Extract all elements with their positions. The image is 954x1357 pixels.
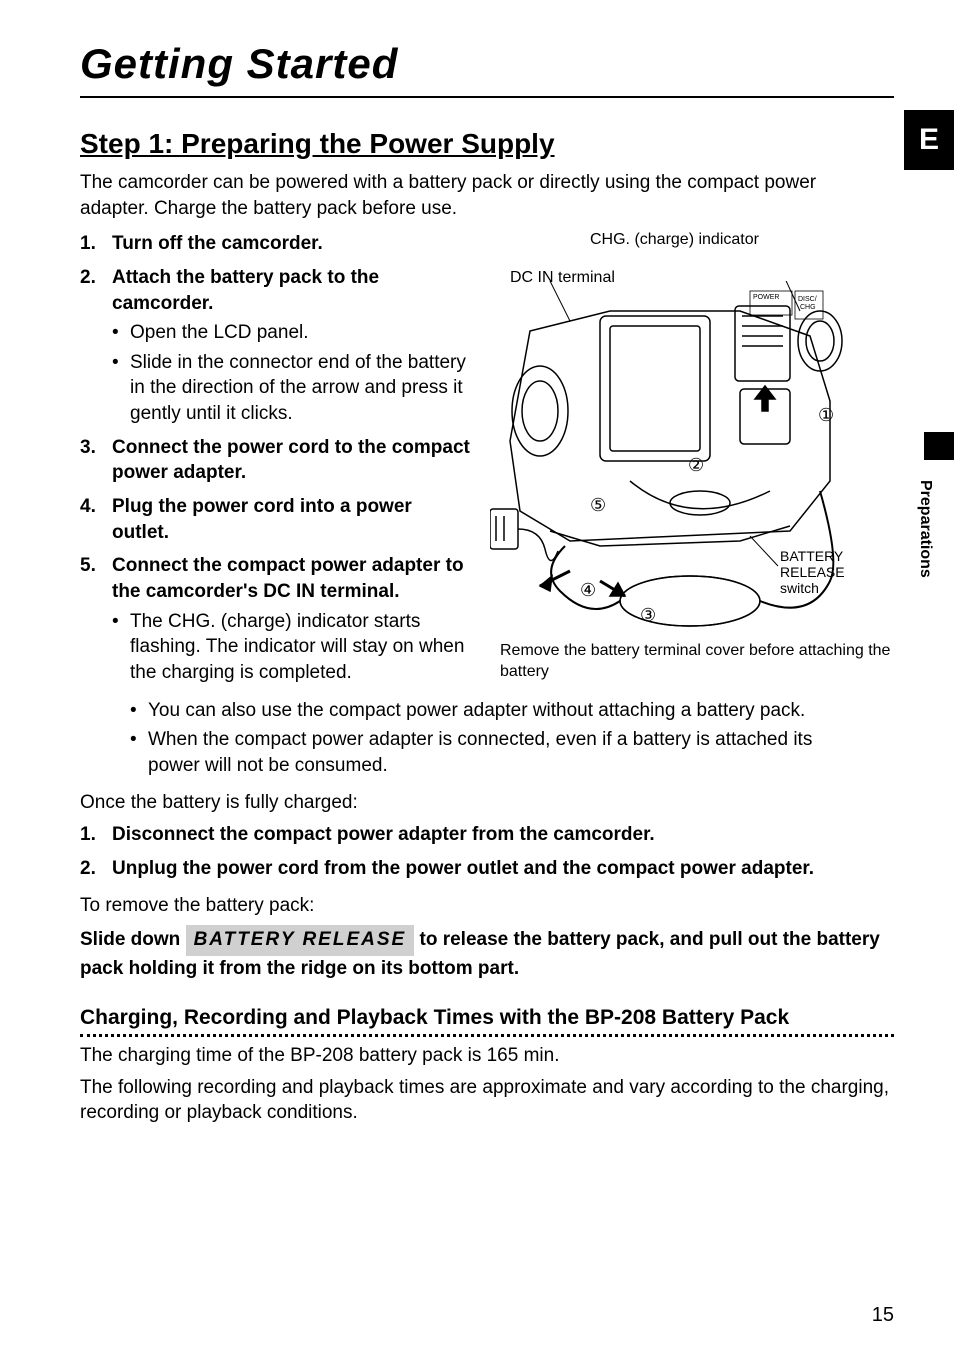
step-2-text: Attach the battery pack to the camcorder…: [112, 267, 379, 314]
step-4: Plug the power cord into a power outlet.: [80, 494, 470, 545]
battery-release-l1: BATTERY: [780, 548, 844, 564]
slide-pre: Slide down: [80, 929, 186, 950]
callout-4: ④: [580, 580, 596, 600]
page-title: Getting Started: [80, 40, 894, 88]
battery-release-box: BATTERY RELEASE: [186, 925, 415, 956]
chg-indicator-label: CHG. (charge) indicator: [590, 231, 759, 249]
step-1-text: Turn off the camcorder.: [112, 233, 323, 254]
power-label-text: POWER: [753, 294, 779, 301]
step-2-bullets: Open the LCD panel. Slide in the connect…: [112, 320, 470, 427]
step-2-b2: Slide in the connector end of the batter…: [112, 350, 470, 427]
callout-2: ②: [688, 455, 704, 475]
side-tab-marker: [924, 432, 954, 460]
battery-release-l3: switch: [780, 580, 819, 596]
diagram-caption: Remove the battery terminal cover before…: [500, 641, 894, 683]
step-5-b2: You can also use the compact power adapt…: [130, 698, 840, 724]
after-charge-intro: Once the battery is fully charged:: [80, 790, 894, 816]
callout-5: ⑤: [590, 495, 606, 515]
side-tab-e: E: [904, 110, 954, 170]
step-5-b3: When the compact power adapter is connec…: [130, 727, 840, 778]
step-5-text: Connect the compact power adapter to the…: [112, 555, 464, 602]
step-5-more-bullets: You can also use the compact power adapt…: [80, 698, 840, 779]
after-1: Disconnect the compact power adapter fro…: [80, 822, 894, 848]
remove-intro: To remove the battery pack:: [80, 893, 894, 919]
battery-release-l2: RELEASE: [780, 564, 845, 580]
after-1-text: Disconnect the compact power adapter fro…: [112, 824, 655, 845]
side-section-label: Preparations: [916, 480, 934, 578]
diagram-column: CHG. (charge) indicator DC IN terminal: [490, 231, 894, 693]
step-heading: Step 1: Preparing the Power Supply: [80, 128, 894, 160]
svg-text:CHG: CHG: [800, 304, 816, 311]
after-2-text: Unplug the power cord from the power out…: [112, 858, 814, 879]
diagram: CHG. (charge) indicator DC IN terminal: [490, 231, 894, 661]
step-3: Connect the power cord to the compact po…: [80, 435, 470, 486]
step-5-bullets: The CHG. (charge) indicator starts flash…: [112, 609, 470, 686]
step-1: Turn off the camcorder.: [80, 231, 470, 257]
step-5: Connect the compact power adapter to the…: [80, 553, 470, 685]
camcorder-diagram-svg: POWER DISC/ CHG ① ② ③ ④ ⑤ BATTERY RELEAS…: [490, 281, 870, 651]
page-number: 15: [872, 1304, 894, 1327]
step-3-text: Connect the power cord to the compact po…: [112, 437, 470, 484]
content-row: Turn off the camcorder. Attach the batte…: [80, 231, 894, 693]
step-2: Attach the battery pack to the camcorder…: [80, 265, 470, 427]
after-charge-list: Disconnect the compact power adapter fro…: [80, 822, 894, 881]
callout-3: ③: [640, 605, 656, 625]
svg-text:DISC/: DISC/: [798, 296, 817, 303]
steps-column: Turn off the camcorder. Attach the batte…: [80, 231, 470, 693]
after-2: Unplug the power cord from the power out…: [80, 856, 894, 882]
title-rule: [80, 96, 894, 98]
callout-1: ①: [818, 405, 834, 425]
steps-list: Turn off the camcorder. Attach the batte…: [80, 231, 470, 685]
step-2-b1: Open the LCD panel.: [112, 320, 470, 346]
slide-down-instruction: Slide down BATTERY RELEASE to release th…: [80, 925, 894, 982]
intro-text: The camcorder can be powered with a batt…: [80, 170, 840, 221]
step-5-b1: The CHG. (charge) indicator starts flash…: [112, 609, 470, 686]
subsection-text2: The following recording and playback tim…: [80, 1075, 894, 1126]
subsection-heading: Charging, Recording and Playback Times w…: [80, 1006, 894, 1037]
subsection-text1: The charging time of the BP-208 battery …: [80, 1043, 894, 1069]
step-4-text: Plug the power cord into a power outlet.: [112, 496, 412, 543]
